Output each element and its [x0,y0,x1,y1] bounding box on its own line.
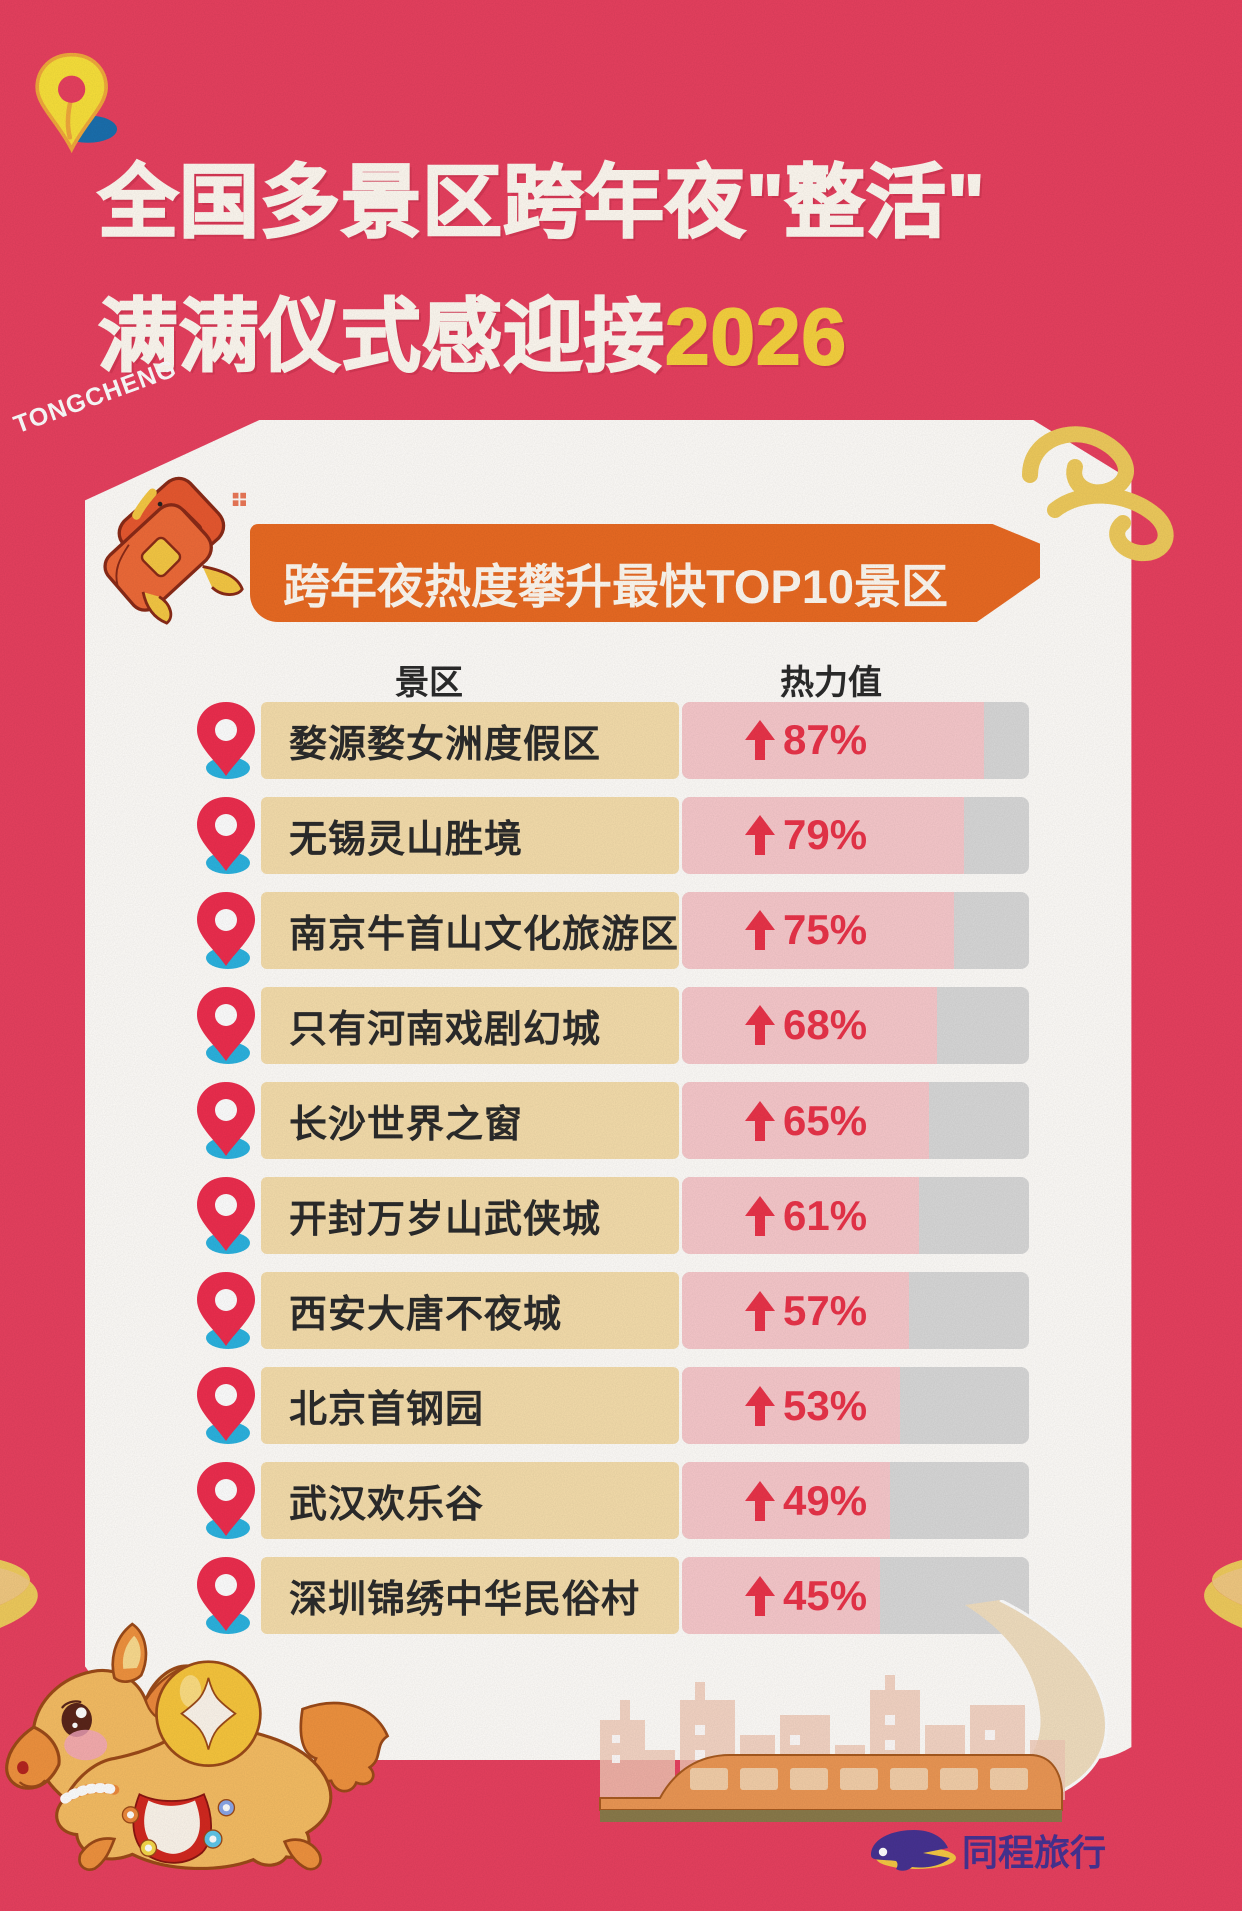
svg-text:同程旅行: 同程旅行 [962,1832,1106,1873]
